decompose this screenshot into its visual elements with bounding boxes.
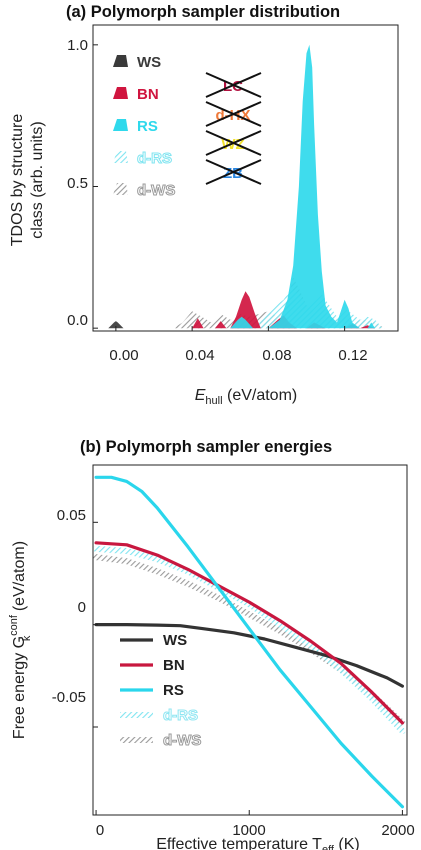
a-xlabel: Ehull (eV/atom) — [195, 387, 297, 407]
strike-line — [205, 130, 262, 156]
legend-swatch — [113, 87, 128, 99]
panel-b-frame — [92, 464, 408, 816]
crossed-label-lc: LC — [205, 72, 262, 98]
a-xtick-label: 0.04 — [185, 347, 214, 364]
a-ytick-label: 0.0 — [67, 312, 88, 329]
panel-a-legend: WS BN RS d-RS d-WS — [113, 54, 176, 200]
a-ytick-label: 1.0 — [67, 37, 88, 54]
legend-label: WS — [137, 54, 161, 71]
legend-swatch — [113, 183, 128, 195]
crossed-label-d-hx: d-HX — [205, 101, 262, 127]
panel-b-plot-area — [93, 475, 406, 809]
area-series-rs — [230, 44, 376, 329]
crossed-label-text: LC — [223, 78, 243, 95]
strike-line — [205, 101, 262, 127]
b-ytick-label: 0.05 — [57, 507, 86, 524]
b-xtick-label: 0 — [96, 822, 104, 839]
line-series-bn — [94, 541, 404, 725]
b-xlabel: Effective temperature Teff (K) — [156, 836, 360, 850]
line-series-ws — [94, 623, 404, 688]
legend-label: d-RS — [163, 707, 198, 724]
line-series-rs — [94, 475, 404, 809]
legend-item-d-rs: d-RS — [113, 150, 173, 168]
b-ytick-label: 0 — [78, 599, 86, 616]
legend-swatch — [113, 151, 128, 163]
panel-a-plot-area — [108, 44, 385, 329]
legend-swatch — [113, 119, 128, 131]
a-xtick-label: 0.00 — [109, 347, 138, 364]
legend-swatch — [113, 55, 128, 67]
crossed-label-zb: ZB — [205, 159, 262, 185]
legend-item-d-ws: d-WS — [113, 182, 176, 200]
a-ylabel-line1: TDOS by structure — [9, 114, 26, 247]
a-xtick-label: 0.08 — [262, 347, 291, 364]
b-xtick-label: 1000 — [232, 822, 265, 839]
b-ylabel: Free energy Gconfk (eV/atom) — [8, 541, 33, 739]
area-series-ws — [108, 321, 124, 329]
crossed-label-text: ZB — [223, 165, 243, 182]
legend-label: WS — [163, 632, 187, 649]
area-series-bn — [192, 291, 376, 329]
strike-line — [205, 72, 262, 98]
strike-line — [205, 159, 262, 185]
legend-item-rs: RS — [120, 682, 184, 699]
b-xtick-label: 2000 — [381, 822, 414, 839]
panel-b-ticks: 0.05 0 -0.05 0 1000 2000 — [52, 507, 415, 839]
panel-a-title: (a) Polymorph sampler distribution — [66, 3, 340, 21]
b-ytick-label: -0.05 — [52, 689, 86, 706]
panel-b-title: (b) Polymorph sampler energies — [80, 438, 332, 456]
legend-label: BN — [163, 657, 185, 674]
a-ytick-label: 0.5 — [67, 175, 88, 192]
legend-item-rs: RS — [113, 118, 158, 135]
legend-item-d-rs: d-RS — [120, 707, 199, 725]
panel-a-crossed-labels: LC d-HX WZ ZB — [205, 72, 262, 185]
panel-a-frame — [92, 24, 399, 332]
legend-label: d-WS — [163, 732, 201, 749]
panel-b-legend: WS BN RS d-RS d-WS — [120, 632, 202, 750]
panel-a-ticks: 0.0 0.5 1.0 0.00 0.04 0.08 0.12 — [67, 37, 367, 364]
legend-item-bn: BN — [120, 657, 185, 674]
crossed-label-wz: WZ — [205, 130, 262, 156]
legend-item-ws: WS — [113, 54, 161, 71]
legend-label: RS — [163, 682, 184, 699]
legend-item-bn: BN — [113, 86, 159, 103]
legend-label: RS — [137, 118, 158, 135]
legend-label: d-WS — [137, 182, 175, 199]
line-series-d-rs — [93, 545, 406, 735]
a-xtick-label: 0.12 — [338, 347, 367, 364]
a-ylabel-line2: class (arb. units) — [29, 121, 46, 238]
legend-label: BN — [137, 86, 159, 103]
legend-item-d-ws: d-WS — [120, 732, 202, 750]
legend-label: d-RS — [137, 150, 172, 167]
legend-item-ws: WS — [120, 632, 187, 649]
